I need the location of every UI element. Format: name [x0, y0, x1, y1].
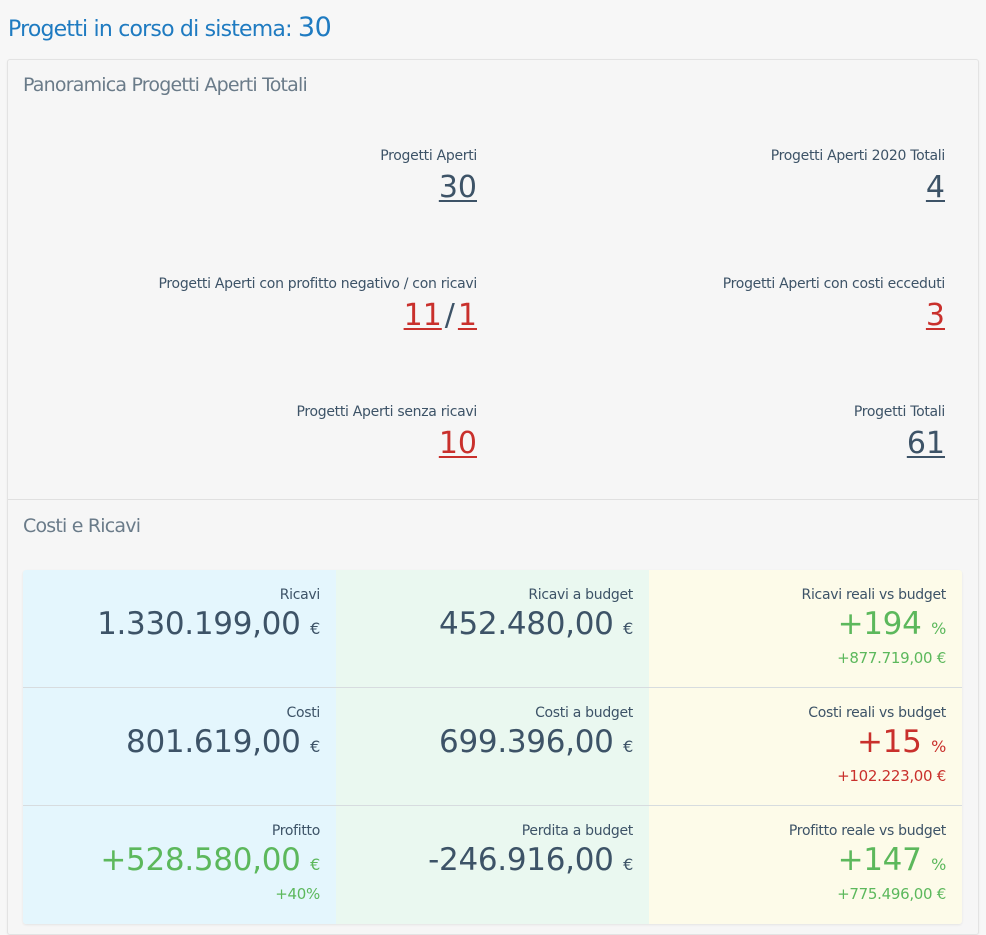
- row-divider: [23, 687, 962, 688]
- cell-percent-value: +147: [837, 842, 922, 878]
- stat-open-projects: Progetti Aperti 30: [37, 146, 477, 208]
- percent-symbol: %: [931, 737, 946, 756]
- cell-label: Ricavi: [279, 587, 321, 603]
- cell-costs: Costi 801.619,00 €: [23, 688, 336, 806]
- cell-label: Profitto: [271, 823, 320, 839]
- stat-label: Progetti Aperti con profitto negativo / …: [158, 276, 478, 292]
- stat-value-link[interactable]: 30: [438, 170, 477, 205]
- cell-loss-budget: Perdita a budget -246.916,00 €: [336, 806, 649, 924]
- cell-label: Costi: [286, 705, 320, 721]
- stat-costs-exceeded: Progetti Aperti con costi ecceduti 3: [505, 274, 946, 336]
- cell-diff: +775.496,00 €: [837, 885, 946, 903]
- stat-label: Progetti Aperti con costi ecceduti: [722, 276, 946, 292]
- page-title-label: Progetti in corso di sistema:: [8, 17, 293, 42]
- cell-costs-vs-budget: Costi reali vs budget +15 % +102.223,00 …: [649, 688, 962, 806]
- cell-value: 452.480,00: [439, 606, 614, 642]
- cell-costs-budget: Costi a budget 699.396,00 €: [336, 688, 649, 806]
- cell-revenue-vs-budget: Ricavi reali vs budget +194 % +877.719,0…: [649, 570, 962, 688]
- cell-label: Costi reali vs budget: [808, 705, 946, 721]
- cell-diff: +877.719,00 €: [837, 649, 946, 667]
- stat-value-revenue-link[interactable]: 1: [457, 298, 477, 333]
- stat-open-projects-2020: Progetti Aperti 2020 Totali 4: [505, 146, 946, 208]
- stat-value-link[interactable]: 61: [906, 426, 945, 461]
- budget-column: [336, 570, 649, 924]
- stat-total-projects: Progetti Totali 61: [505, 402, 945, 464]
- percent-symbol: %: [931, 855, 946, 874]
- page-title-count: 30: [297, 12, 332, 43]
- cell-profit: Profitto +528.580,00 € +40%: [23, 806, 336, 924]
- overview-panel: Panoramica Progetti Aperti Totali Proget…: [7, 59, 979, 935]
- currency-symbol: €: [623, 737, 633, 756]
- stat-value-link[interactable]: 10: [438, 426, 477, 461]
- costs-title: Costi e Ricavi: [23, 515, 141, 537]
- page-title: Progetti in corso di sistema: 30: [8, 8, 332, 50]
- cell-label: Ricavi a budget: [528, 587, 633, 603]
- stat-label: Progetti Aperti senza ricavi: [296, 404, 477, 420]
- stat-separator: /: [444, 298, 455, 333]
- percent-symbol: %: [931, 619, 946, 638]
- currency-symbol: €: [623, 855, 633, 874]
- stat-label: Progetti Totali: [853, 404, 945, 420]
- costs-revenue-grid: Ricavi 1.330.199,00 € Ricavi a budget 45…: [23, 570, 962, 924]
- overview-title: Panoramica Progetti Aperti Totali: [23, 74, 308, 96]
- actual-column: [23, 570, 336, 924]
- cell-profit-vs-budget: Profitto reale vs budget +147 % +775.496…: [649, 806, 962, 924]
- stat-label: Progetti Aperti: [380, 148, 477, 164]
- cell-diff: +102.223,00 €: [837, 767, 946, 785]
- currency-symbol: €: [310, 855, 320, 874]
- stat-label: Progetti Aperti 2020 Totali: [770, 148, 946, 164]
- stat-no-revenue: Progetti Aperti senza ricavi 10: [37, 402, 477, 464]
- cell-value: +528.580,00: [100, 842, 301, 878]
- currency-symbol: €: [623, 619, 633, 638]
- row-divider: [23, 805, 962, 806]
- stat-negative-profit: Progetti Aperti con profitto negativo / …: [37, 274, 478, 336]
- section-divider: [8, 499, 978, 500]
- cell-value: 801.619,00: [126, 724, 301, 760]
- compare-column: [649, 570, 962, 924]
- stat-value-link[interactable]: 3: [925, 298, 945, 333]
- cell-label: Costi a budget: [535, 705, 633, 721]
- cell-percent-value: +15: [857, 724, 922, 760]
- stat-value-link[interactable]: 4: [925, 170, 945, 205]
- currency-symbol: €: [310, 619, 320, 638]
- cell-value: 699.396,00: [439, 724, 614, 760]
- cell-revenue-budget: Ricavi a budget 452.480,00 €: [336, 570, 649, 688]
- stat-value-negative-link[interactable]: 11: [403, 298, 442, 333]
- cell-percent-value: +194: [837, 606, 922, 642]
- cell-label: Profitto reale vs budget: [788, 823, 946, 839]
- currency-symbol: €: [310, 737, 320, 756]
- cell-value: 1.330.199,00: [97, 606, 301, 642]
- cell-revenue: Ricavi 1.330.199,00 €: [23, 570, 336, 688]
- cell-label: Perdita a budget: [521, 823, 634, 839]
- cell-value: -246.916,00: [428, 842, 614, 878]
- cell-label: Ricavi reali vs budget: [801, 587, 947, 603]
- cell-sub-percent: +40%: [275, 885, 320, 903]
